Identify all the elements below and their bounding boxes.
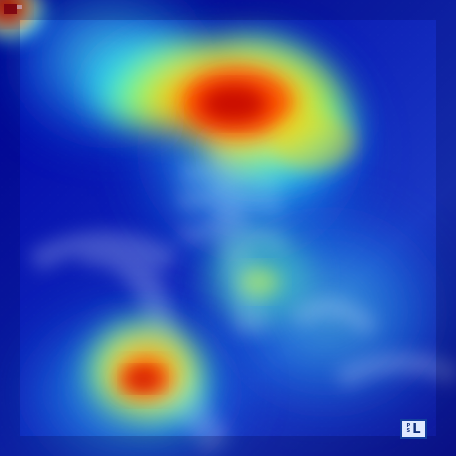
pelvis-heatmap-region xyxy=(87,320,206,422)
corner-heatmap-region xyxy=(0,0,46,42)
orientation-marker-small-text: P S xyxy=(407,424,411,434)
orientation-marker: P S L xyxy=(400,419,427,439)
upper-heatmap-region xyxy=(85,35,356,185)
orientation-marker-small-top: P xyxy=(406,423,411,429)
orientation-marker-large: L xyxy=(412,421,421,437)
corner-mark-small xyxy=(17,5,22,9)
corner-mark-block xyxy=(4,4,17,14)
orientation-marker-small-bottom: S xyxy=(406,428,411,434)
middle-spine-glow xyxy=(206,232,310,320)
